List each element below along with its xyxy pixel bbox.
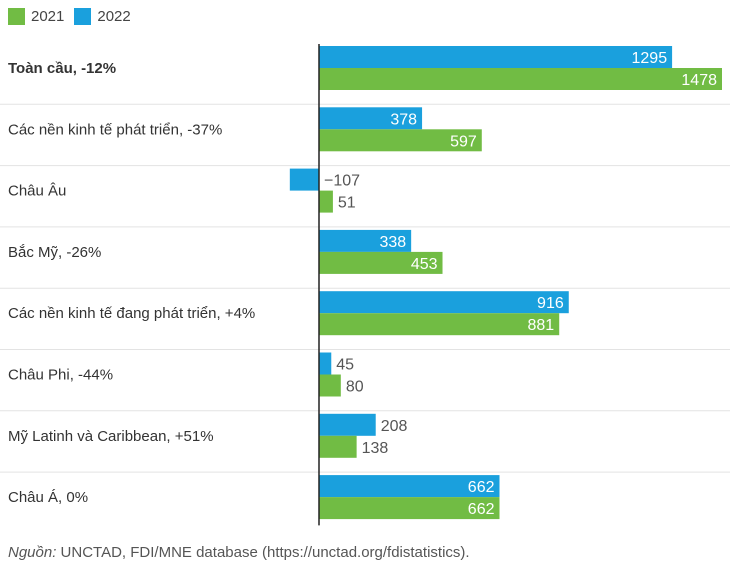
legend-label-2021: 2021 — [31, 8, 65, 25]
category-label: Toàn cầu, -12% — [8, 60, 116, 77]
legend: 2021 2022 — [8, 8, 141, 25]
bar-2021 — [319, 251, 443, 274]
bar-2021 — [319, 313, 560, 336]
bar-2021 — [319, 497, 500, 520]
value-label-2021: 453 — [411, 256, 438, 273]
category-label: Châu Âu — [8, 183, 66, 200]
category-label: Châu Phi, -44% — [8, 367, 113, 384]
category-label: Châu Á, 0% — [8, 489, 88, 506]
bar-2022 — [319, 352, 332, 375]
value-label-2022: 1295 — [632, 50, 668, 67]
value-label-2022: 45 — [336, 357, 354, 374]
value-label-2021: 138 — [362, 440, 389, 457]
value-label-2022: 378 — [390, 111, 417, 128]
bar-2021 — [319, 68, 722, 90]
bar-2021 — [319, 129, 482, 152]
value-label-2022: 338 — [379, 234, 406, 251]
value-label-2022: 208 — [381, 418, 408, 435]
value-label-2021: 1478 — [681, 72, 717, 89]
category-label: Mỹ Latinh và Caribbean, +51% — [8, 428, 214, 445]
legend-swatch-2021 — [8, 8, 25, 25]
value-label-2021: 881 — [528, 317, 555, 334]
source-label: Nguồn: — [8, 544, 57, 561]
bar-2021 — [319, 190, 333, 213]
value-label-2022: 916 — [537, 295, 564, 312]
bar-2021 — [319, 435, 357, 458]
bar-2022 — [289, 168, 319, 191]
legend-item-2022: 2022 — [74, 8, 131, 25]
value-label-2021: 51 — [338, 195, 356, 212]
bar-2022 — [319, 291, 569, 314]
value-label-2022: 662 — [468, 479, 495, 496]
legend-swatch-2022 — [74, 8, 92, 25]
bar-chart: Toàn cầu, -12% 1295 1478 Các nền kinh tế ph… — [0, 44, 730, 526]
bar-2022 — [319, 413, 376, 436]
category-label: Bắc Mỹ, -26% — [8, 244, 101, 261]
value-label-2021: 597 — [450, 133, 477, 150]
legend-item-2021: 2021 — [8, 8, 64, 25]
legend-label-2022: 2022 — [97, 8, 131, 25]
source-text: UNCTAD, FDI/MNE database (https://unctad… — [56, 544, 470, 561]
bar-2022 — [319, 46, 673, 68]
bar-2022 — [319, 107, 423, 130]
bar-2021 — [319, 374, 341, 397]
value-label-2022: −107 — [324, 173, 360, 190]
source-note: Nguồn: UNCTAD, FDI/MNE database (https:/… — [8, 544, 470, 561]
value-label-2021: 80 — [346, 379, 364, 396]
bar-2022 — [319, 229, 412, 252]
value-label-2021: 662 — [468, 501, 495, 518]
bar-2022 — [319, 475, 500, 498]
category-label: Các nền kinh tế đang phát triển, +4% — [8, 305, 255, 322]
category-label: Các nền kinh tế phát triển, -37% — [8, 121, 222, 138]
